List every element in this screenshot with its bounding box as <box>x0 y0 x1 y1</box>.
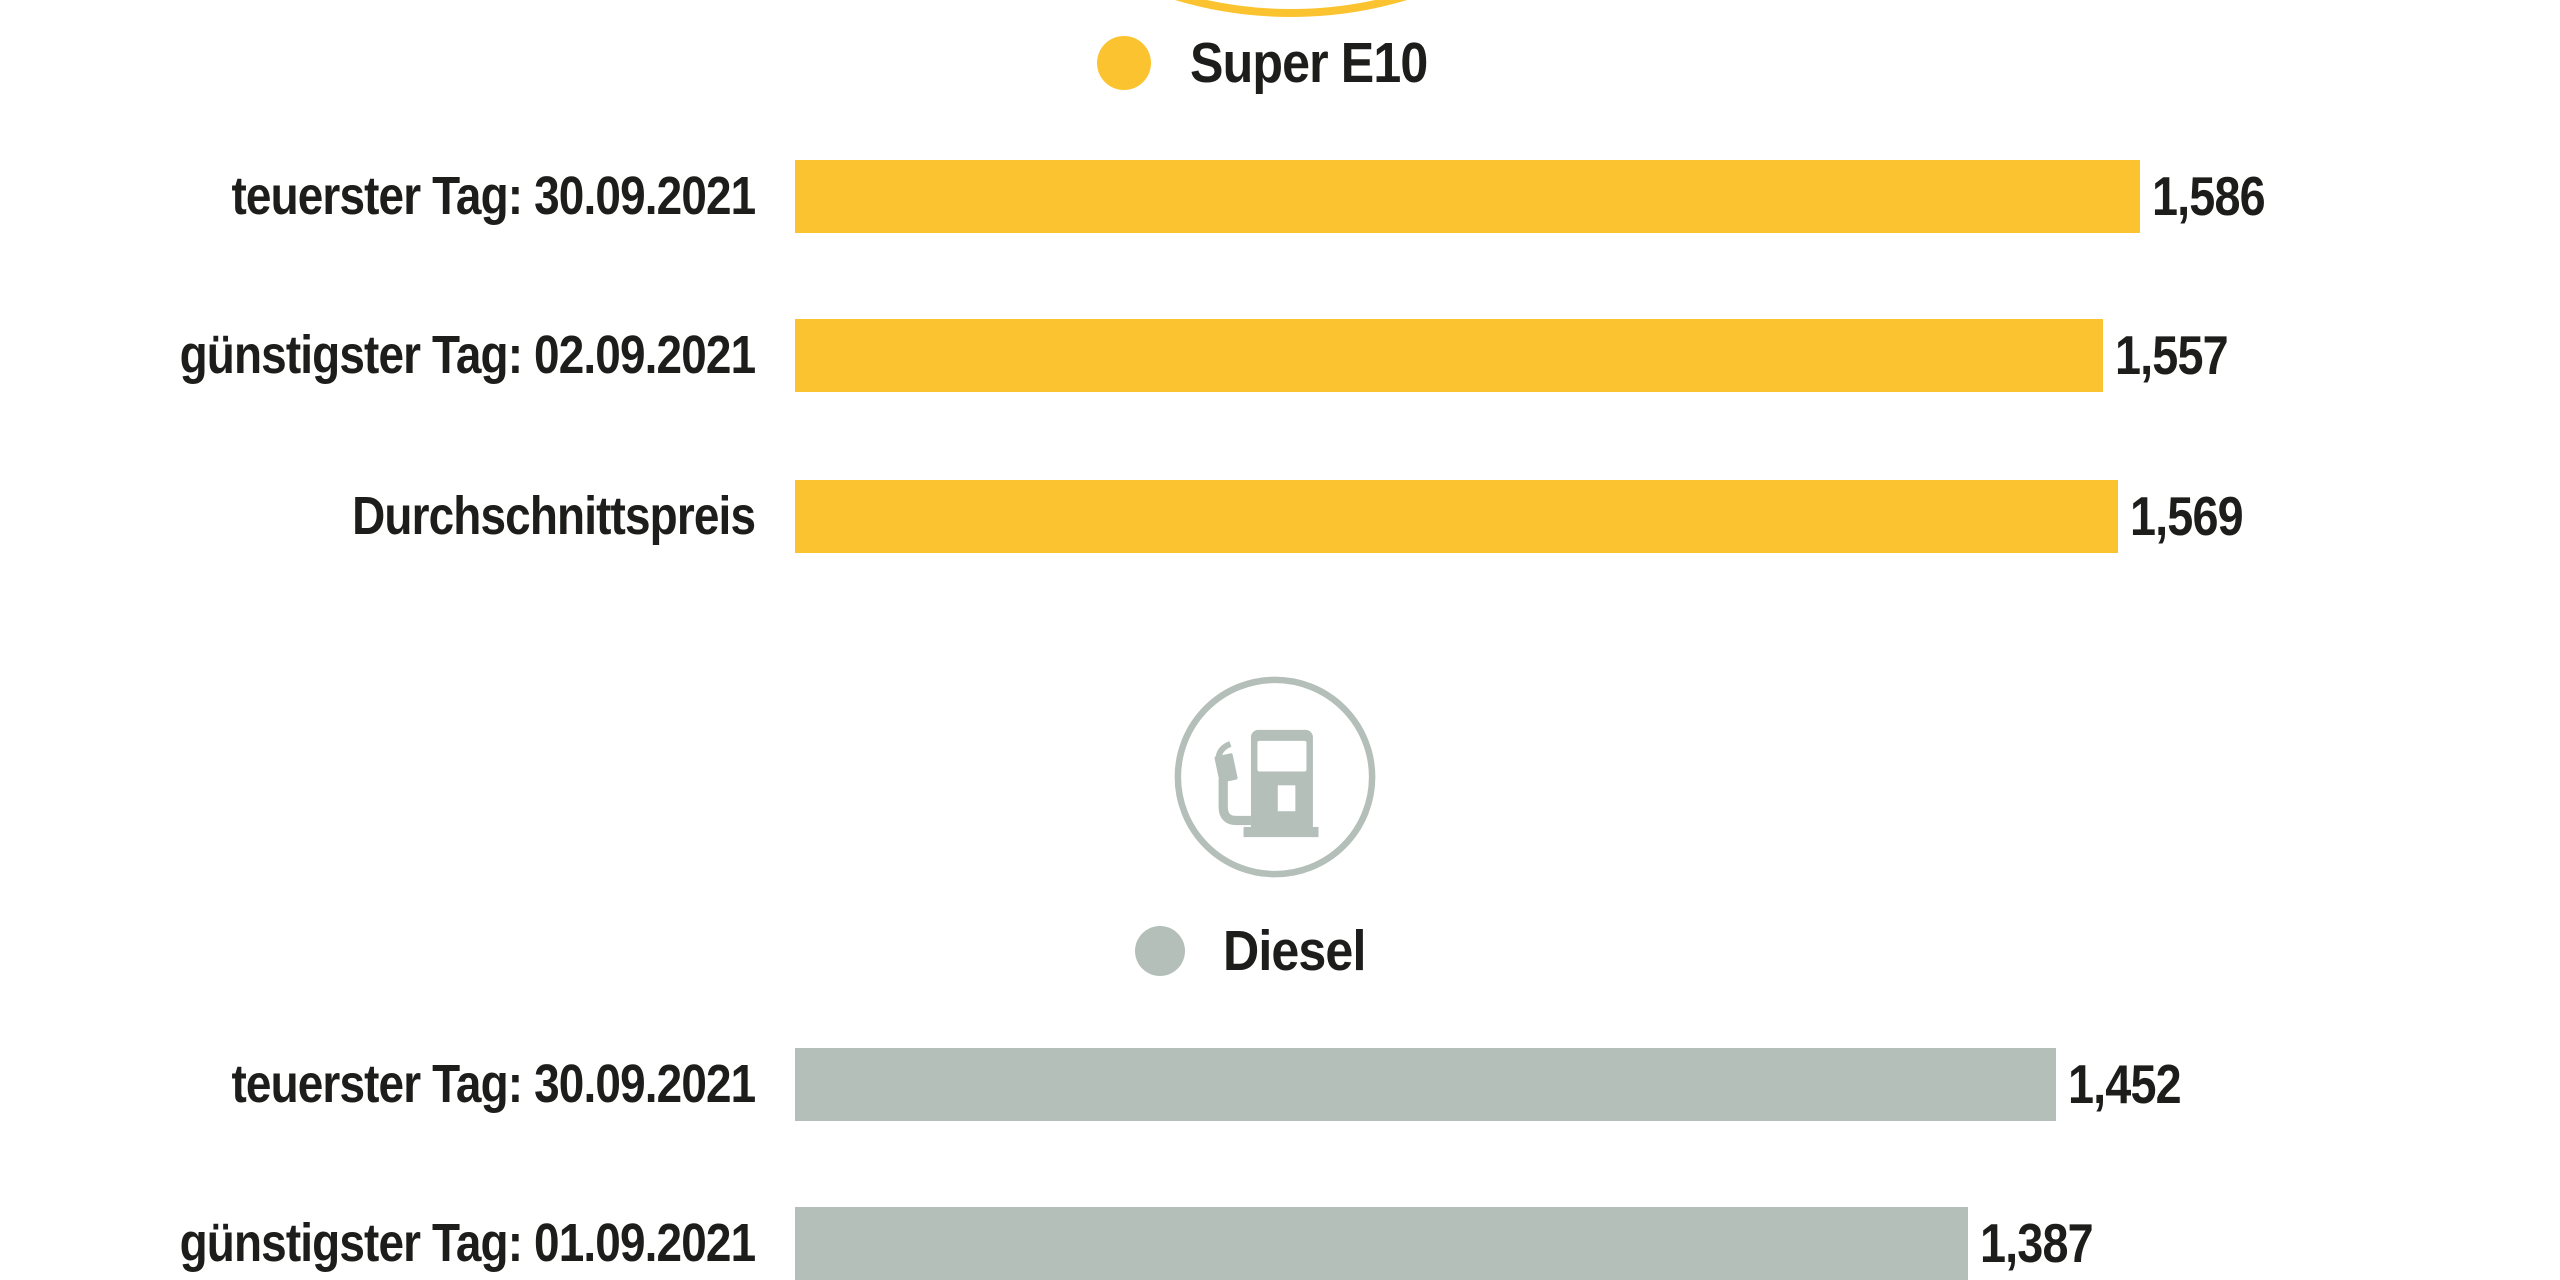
super-e10-pump-circle-icon-cropped-arc <box>1175 0 1407 17</box>
legend-dot-diesel <box>1135 926 1185 976</box>
bar <box>795 319 2103 392</box>
bar-row: teuerster Tag: 30.09.2021 1,452 <box>0 1048 2560 1121</box>
bar-label: günstigster Tag: 01.09.2021 <box>179 1213 756 1273</box>
pump-nozzle <box>1214 741 1238 783</box>
bar-row: Durchschnittspreis 1,569 <box>0 480 2560 553</box>
diesel-fuel-pump-icon <box>1174 676 1376 878</box>
legend-label-super-e10: Super E10 <box>1190 31 1428 95</box>
legend-super-e10: Super E10 <box>0 34 2560 92</box>
bar-row: teuerster Tag: 30.09.2021 1,586 <box>0 160 2560 233</box>
bar-label: Durchschnittspreis <box>351 486 756 546</box>
legend-diesel: Diesel <box>0 922 2560 980</box>
bar-label: teuerster Tag: 30.09.2021 <box>231 1054 756 1114</box>
bar-value: 1,569 <box>2130 485 2244 547</box>
bar-value: 1,387 <box>1980 1212 2094 1274</box>
bar <box>795 1048 2056 1121</box>
bar <box>795 160 2140 233</box>
bar-value: 1,452 <box>2068 1053 2182 1115</box>
bar-row: günstigster Tag: 02.09.2021 1,557 <box>0 319 2560 392</box>
bar <box>795 1207 1968 1280</box>
bar-value: 1,557 <box>2115 324 2229 386</box>
legend-dot-super-e10 <box>1097 36 1151 90</box>
bar <box>795 480 2118 553</box>
bar-value: 1,586 <box>2152 165 2266 227</box>
bar-row: günstigster Tag: 01.09.2021 1,387 <box>0 1207 2560 1280</box>
legend-label-diesel: Diesel <box>1223 919 1366 983</box>
bar-label: teuerster Tag: 30.09.2021 <box>231 166 756 226</box>
bar-label: günstigster Tag: 02.09.2021 <box>179 325 756 385</box>
